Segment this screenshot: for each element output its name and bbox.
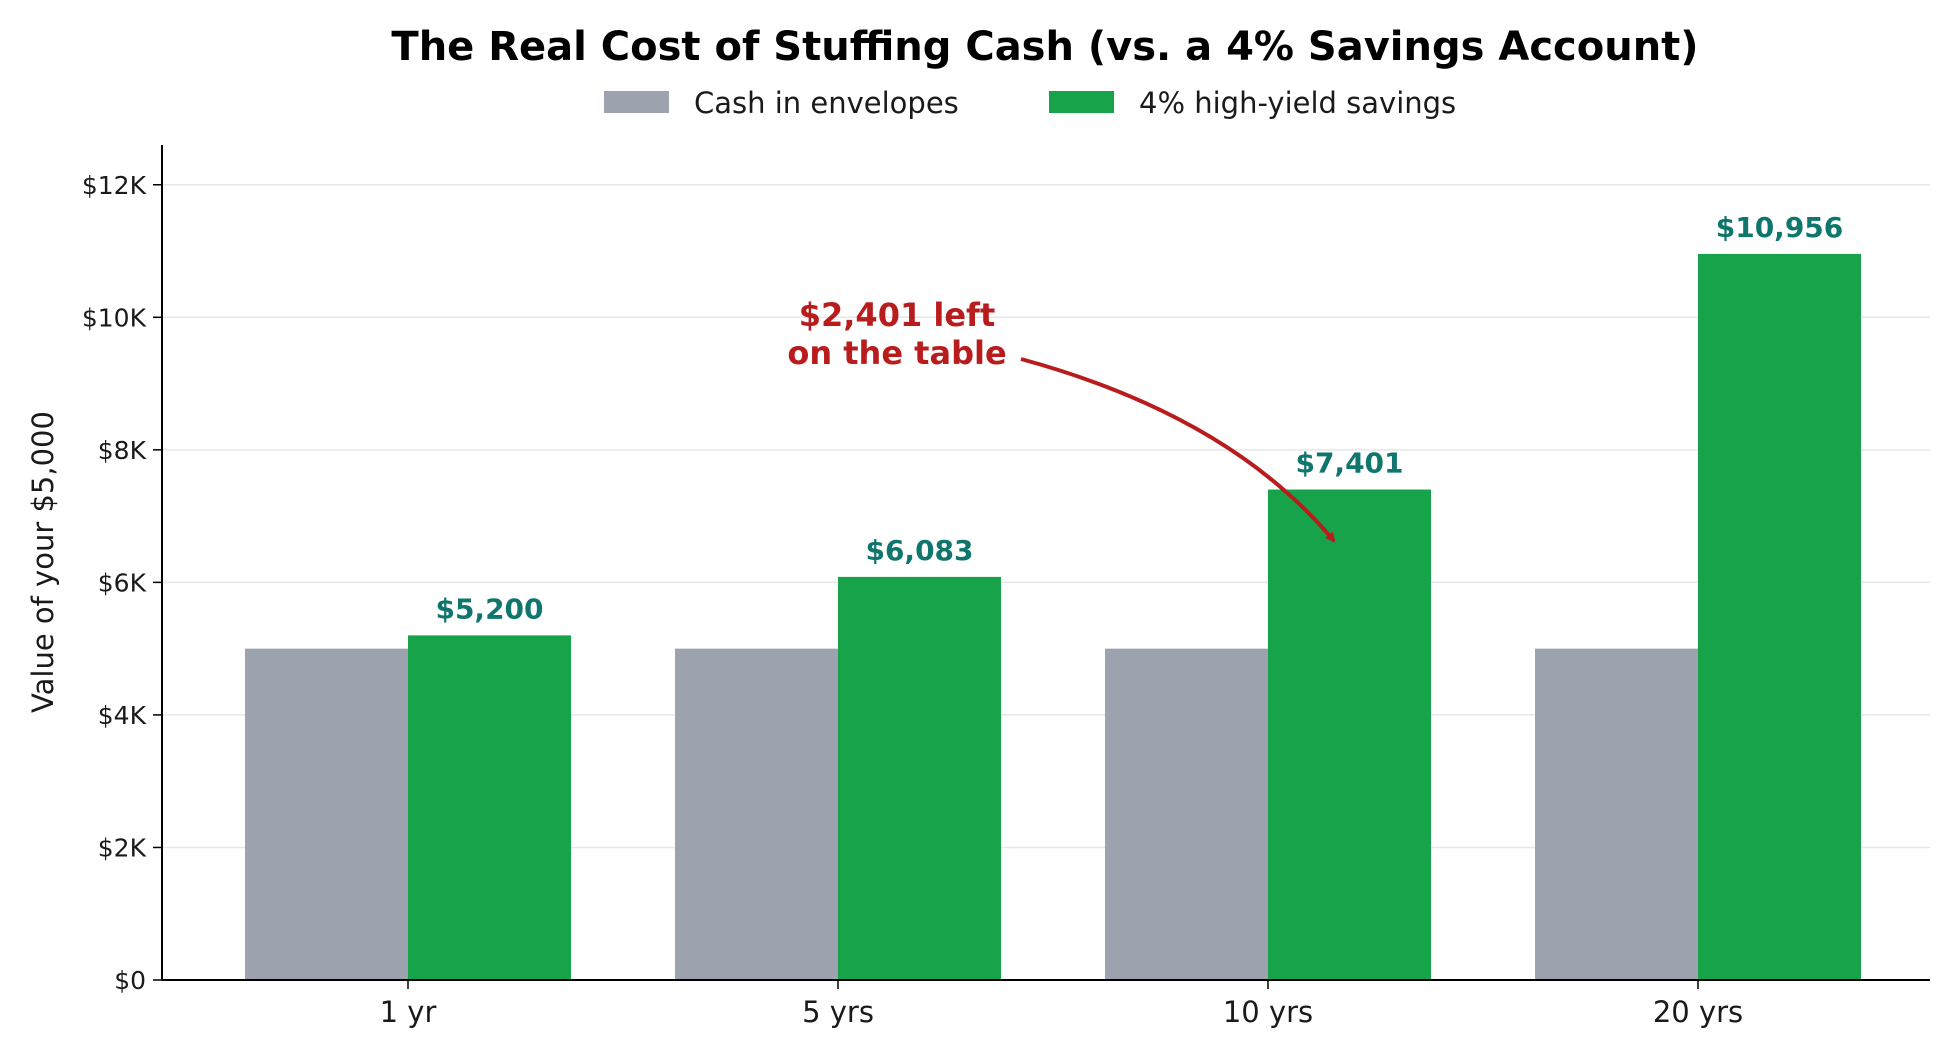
annotation-line-2: on the table [787, 334, 1006, 372]
bar-value-label: $5,200 [435, 592, 543, 625]
legend-swatch-cash [604, 91, 669, 113]
bar-savings [1268, 489, 1431, 980]
bar-cash [245, 648, 408, 980]
bar-savings [838, 576, 1001, 980]
y-tick-label: $4K [98, 701, 147, 730]
value-labels: $5,200 $6,083 $7,401 $10,956 [435, 211, 1843, 625]
bar-value-label: $7,401 [1295, 447, 1403, 480]
y-ticks: $0 $2K $4K $6K $8K $10K $12K [82, 171, 162, 995]
legend: Cash in envelopes 4% high-yield savings [604, 86, 1456, 120]
axes [161, 145, 1930, 981]
x-tick-label: 1 yr [380, 995, 437, 1029]
bar-savings [408, 635, 571, 980]
x-tick-label: 5 yrs [802, 995, 874, 1029]
y-tick-label: $8K [98, 436, 147, 465]
y-axis-label: Value of your $5,000 [26, 411, 60, 713]
legend-swatch-savings [1049, 91, 1114, 113]
legend-label-savings: 4% high-yield savings [1139, 86, 1456, 120]
annotation-arrow [1020, 357, 1336, 543]
y-tick-label: $12K [82, 171, 147, 200]
x-tick-label: 20 yrs [1653, 995, 1743, 1029]
chart-title: The Real Cost of Stuffing Cash (vs. a 4%… [391, 24, 1698, 70]
bar-value-label: $6,083 [865, 534, 973, 567]
bar-cash [675, 648, 838, 980]
bar-value-label: $10,956 [1716, 211, 1844, 244]
bar-cash [1535, 648, 1698, 980]
y-tick-label: $2K [98, 833, 147, 862]
annotation-line-1: $2,401 left [799, 296, 996, 334]
y-tick-label: $0 [114, 966, 146, 995]
y-tick-label: $6K [98, 568, 147, 597]
bar-cash [1105, 648, 1268, 980]
bars [245, 253, 1861, 980]
y-tick-label: $10K [82, 303, 147, 332]
x-tick-label: 10 yrs [1223, 995, 1313, 1029]
x-ticks: 1 yr 5 yrs 10 yrs 20 yrs [380, 980, 1743, 1029]
annotation: $2,401 left on the table [787, 296, 1336, 543]
bar-savings [1698, 253, 1861, 980]
legend-label-cash: Cash in envelopes [694, 86, 959, 120]
